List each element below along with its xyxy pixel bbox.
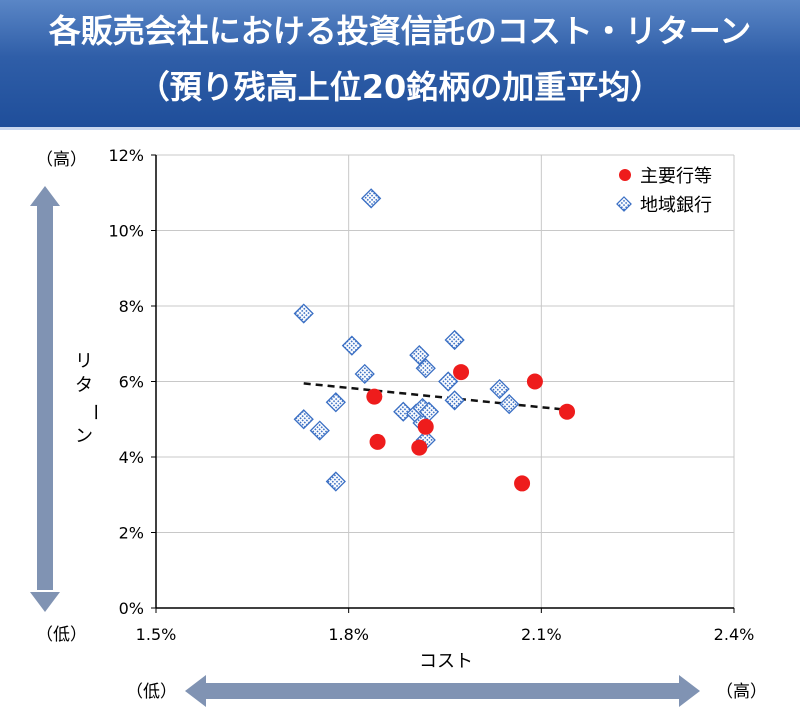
major-bank-point (559, 403, 576, 420)
y-tick-label: 12% (108, 146, 144, 165)
major-bank-point (411, 439, 428, 456)
y-tick-label: 10% (108, 222, 144, 241)
data-points (293, 188, 576, 492)
regional-bank-point (415, 358, 436, 379)
y-tick-labels: 0% 2% 4% 6% 8% 10% 12% (108, 146, 144, 618)
y-tick-label: 8% (119, 297, 144, 316)
regional-bank-point (293, 303, 314, 324)
y-low-label: （低） (36, 625, 87, 645)
regional-bank-point (354, 363, 375, 385)
major-bank-point (366, 388, 383, 405)
x-tick-label: 1.8% (328, 625, 369, 644)
legend-label-major: 主要行等 (640, 166, 712, 187)
regional-bank-point (361, 188, 382, 209)
y-axis-title-char-4: ン (75, 426, 93, 447)
y-tick-label: 2% (119, 524, 144, 543)
regional-bank-point (499, 394, 520, 415)
regional-bank-point (341, 335, 362, 356)
horizontal-arrow (185, 675, 700, 707)
page-subtitle: （預り残高上位20銘柄の加重平均） (137, 68, 663, 106)
y-axis-title-char-2: タ (75, 375, 93, 396)
major-bank-point (369, 433, 386, 450)
regional-bank-point (418, 401, 440, 422)
regional-bank-point (309, 420, 330, 441)
regional-bank-point (444, 329, 465, 351)
legend-marker-regional (616, 196, 632, 212)
legend-label-regional: 地域銀行 (640, 195, 712, 216)
regional-bank-point (489, 378, 510, 400)
y-tick-label: 4% (119, 448, 144, 467)
x-tick-label: 1.5% (136, 625, 177, 644)
trendline (303, 382, 568, 412)
x-high-label: （高） (716, 682, 767, 702)
regional-bank-point (444, 390, 465, 411)
x-low-label: （低） (126, 682, 177, 702)
major-bank-point (526, 373, 543, 390)
scatter-chart: 0% 2% 4% 6% 8% 10% 12% 1.5% 1.8% 2.1% 2.4% 主要行等 地… (30, 146, 767, 707)
regional-bank-point (325, 471, 346, 492)
x-tick-label: 2.4% (714, 625, 755, 644)
title-banner: 各販売会社における投資信託のコスト・リターン （預り残高上位20銘柄の加重平均） (0, 0, 800, 130)
regional-bank-point (325, 392, 346, 413)
regional-bank-point (293, 409, 314, 430)
x-tick-label: 2.1% (521, 625, 562, 644)
x-tick-labels: 1.5% 1.8% 2.1% 2.4% (136, 625, 755, 644)
legend-marker-major (619, 169, 631, 181)
major-bank-point (514, 475, 531, 492)
y-axis-title-char-1: リ (75, 351, 93, 372)
page-title: 各販売会社における投資信託のコスト・リターン (48, 12, 752, 50)
x-axis-title: コスト (419, 651, 473, 672)
regional-bank-point (438, 371, 459, 392)
regional-bank-point (409, 344, 430, 366)
major-bank-point (417, 418, 434, 435)
legend: 主要行等 地域銀行 (616, 166, 712, 216)
regional-bank-point (393, 401, 414, 422)
y-tick-label: 6% (119, 373, 144, 392)
y-axis-title-char-3: ー (84, 403, 105, 421)
y-tick-label: 0% (119, 599, 144, 618)
major-bank-point (453, 364, 470, 381)
vertical-arrow (30, 186, 60, 612)
y-high-label: （高） (36, 150, 87, 170)
